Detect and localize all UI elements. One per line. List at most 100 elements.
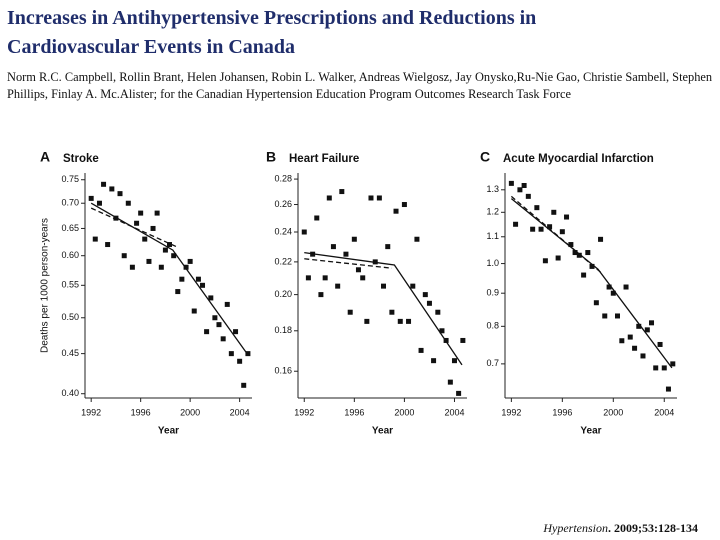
trend-line (90, 202, 248, 355)
x-tick-label: 2004 (654, 407, 674, 417)
point (314, 215, 320, 221)
y-tick-label: 1.0 (486, 258, 499, 268)
point (389, 309, 395, 315)
point (330, 244, 336, 250)
point (105, 242, 111, 248)
point (598, 236, 604, 242)
journal: Hypertension (543, 521, 608, 535)
x-axis-label: Year (158, 426, 179, 437)
slide-title: Cardiovascular Events in Canada (7, 36, 296, 58)
point (134, 220, 140, 226)
point (538, 226, 544, 232)
point (96, 200, 102, 206)
point (146, 258, 152, 264)
panel-letter: B (266, 149, 276, 165)
y-tick-label: 0.40 (61, 388, 79, 398)
point (233, 329, 239, 335)
point (381, 283, 387, 289)
y-tick-label: 0.16 (274, 366, 292, 376)
x-tick-label: 1992 (501, 407, 521, 417)
point (376, 195, 382, 201)
y-tick-label: 0.26 (274, 199, 292, 209)
point (632, 345, 638, 351)
panel-letter: C (480, 149, 490, 165)
x-tick-label: 1996 (552, 407, 572, 417)
x-tick-label: 2004 (444, 407, 464, 417)
point (530, 226, 536, 232)
point (175, 289, 181, 295)
point (121, 253, 127, 259)
point (245, 351, 251, 357)
point (191, 308, 197, 314)
point (385, 244, 391, 250)
point (555, 255, 561, 261)
y-tick-label: 0.60 (61, 250, 79, 260)
point (401, 202, 407, 208)
point (589, 263, 595, 269)
point (670, 361, 676, 367)
point (187, 258, 193, 264)
x-tick-label: 2004 (230, 407, 250, 417)
point (318, 292, 324, 298)
point (166, 242, 172, 248)
point (204, 329, 210, 335)
point (142, 236, 148, 242)
point (551, 209, 557, 215)
point (418, 347, 424, 353)
point (431, 358, 437, 364)
point (525, 193, 531, 199)
point (335, 283, 341, 289)
point (397, 318, 403, 324)
point (195, 276, 201, 282)
point (665, 386, 671, 392)
point (216, 322, 222, 328)
point (572, 250, 578, 256)
y-tick-label: 0.45 (61, 348, 79, 358)
point (513, 221, 519, 227)
x-tick-label: 2000 (603, 407, 623, 417)
dashed-trend-line (304, 258, 392, 269)
point (150, 225, 156, 231)
point (305, 275, 311, 281)
point (339, 189, 345, 195)
point (200, 282, 206, 288)
panel-title: Acute Myocardial Infarction (503, 153, 654, 165)
point (602, 313, 608, 319)
point (208, 295, 214, 301)
y-tick-label: 1.3 (486, 184, 499, 194)
point (368, 195, 374, 201)
point (220, 336, 226, 342)
point (653, 365, 659, 371)
point (343, 251, 349, 257)
y-tick-label: 0.7 (486, 358, 499, 368)
point (326, 195, 332, 201)
point (92, 236, 98, 242)
citation-details: . 2009;53:128-134 (608, 521, 698, 535)
citation: Hypertension. 2009;53:128-134 (543, 521, 698, 536)
x-tick-label: 2000 (180, 407, 200, 417)
point (88, 195, 94, 201)
y-tick-label: 0.24 (274, 226, 292, 236)
point (517, 187, 523, 193)
point (439, 328, 445, 334)
point (456, 390, 462, 396)
point (619, 338, 625, 344)
point (460, 337, 466, 343)
point (117, 191, 123, 197)
point (301, 229, 307, 235)
point (568, 242, 574, 248)
y-axis-label: Deaths per 1000 person-years (40, 218, 51, 353)
x-tick-label: 1996 (344, 407, 364, 417)
y-tick-label: 0.75 (61, 174, 79, 184)
point (610, 290, 616, 296)
point (576, 252, 582, 258)
point (636, 323, 642, 329)
point (426, 300, 432, 306)
point (179, 276, 185, 282)
point (451, 358, 457, 364)
point (649, 320, 655, 326)
point (615, 313, 621, 319)
x-axis-label: Year (580, 426, 601, 437)
point (351, 236, 357, 242)
